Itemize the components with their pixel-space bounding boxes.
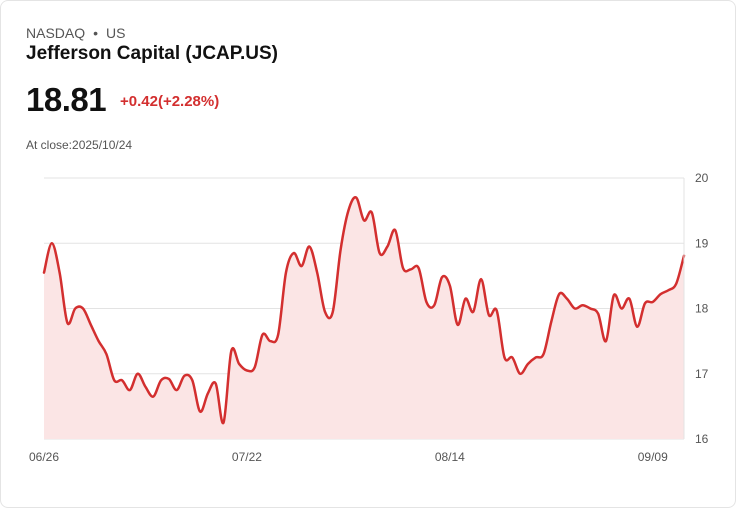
stock-title: Jefferson Capital (JCAP.US): [26, 43, 278, 64]
x-tick-label: 09/09: [638, 450, 668, 464]
price-area-fill: [44, 197, 684, 439]
y-tick-label: 20: [695, 171, 709, 185]
x-tick-label: 06/26: [29, 450, 59, 464]
y-tick-label: 18: [695, 302, 709, 316]
market-name: US: [106, 25, 126, 41]
y-tick-label: 17: [695, 367, 709, 381]
y-tick-label: 16: [695, 432, 709, 446]
price-line: [42, 196, 686, 425]
close-date: At close:2025/10/24: [26, 138, 133, 152]
y-tick-label: 19: [695, 236, 709, 250]
exchange-name: NASDAQ: [26, 25, 86, 41]
x-tick-label: 08/14: [435, 450, 465, 464]
last-price: 18.81: [26, 81, 107, 118]
separator-dot: •: [93, 25, 99, 41]
x-tick-label: 07/22: [232, 450, 262, 464]
exchange-line: NASDAQ • US: [26, 25, 125, 41]
price-change: +0.42(+2.28%): [120, 93, 220, 110]
